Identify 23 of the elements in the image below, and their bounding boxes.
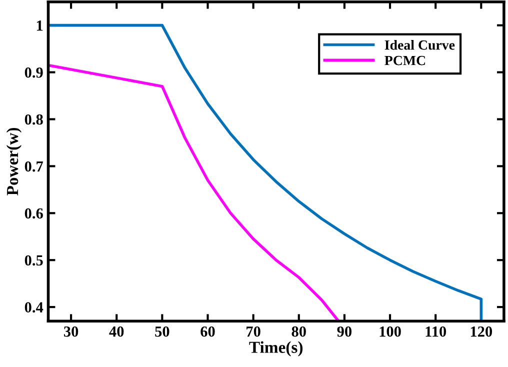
y-axis-title: Power(w) [6,128,22,196]
y-tick-label: 0.8 [24,114,43,125]
line-series [48,64,340,322]
y-tick-label: 0.5 [24,255,43,266]
y-tick-label: 0.6 [24,208,43,219]
y-tick-label: 0.7 [24,161,44,172]
x-tick-label: 100 [380,326,401,337]
x-tick-label: 120 [470,326,492,337]
x-tick-label: 50 [155,326,170,337]
legend-label: Ideal Curve [384,40,455,50]
x-tick-label: 110 [426,326,446,337]
x-tick-label: 90 [337,326,352,337]
x-tick-label: 80 [292,326,306,337]
x-tick-label: 70 [246,326,260,337]
y-tick-label: 0.4 [24,302,44,313]
line-series [48,24,483,322]
legend-label: PCMC [384,56,425,66]
x-axis-title: Time(s) [249,341,303,356]
y-tick-label: 0.9 [24,67,43,78]
y-tick-label: 1 [36,20,43,31]
x-tick-label: 40 [109,326,124,337]
x-tick-label: 60 [200,326,215,337]
x-tick-label: 30 [64,326,78,337]
